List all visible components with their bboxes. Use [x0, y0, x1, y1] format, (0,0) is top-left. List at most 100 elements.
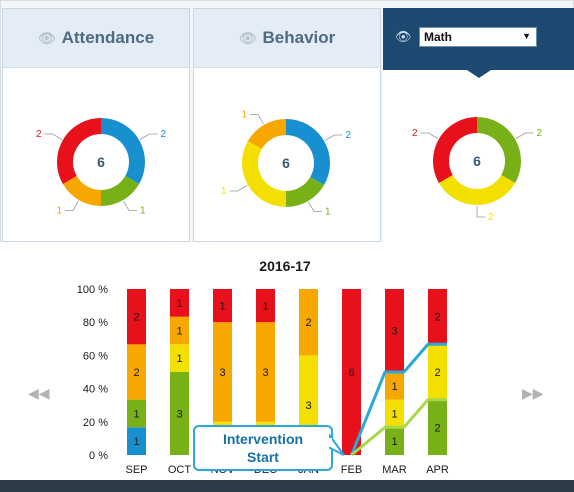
behavior-donut-area: 2 1 1 1 6: [194, 67, 380, 241]
bar-value-label: 1: [176, 298, 182, 310]
donut-label: 1: [140, 205, 146, 216]
attendance-card[interactable]: 👁 Attendance 2 1 1 2 6: [2, 8, 190, 242]
math-card[interactable]: 👁 Math ▼ 2 2 2 6: [383, 8, 574, 242]
donut-label: 1: [325, 206, 331, 217]
donut-segment[interactable]: [433, 117, 478, 183]
behavior-tab[interactable]: 👁 Behavior: [194, 9, 380, 68]
chart-title: 2016-17: [259, 258, 311, 274]
donut-segment[interactable]: [247, 119, 287, 150]
bar-segment[interactable]: [385, 289, 404, 372]
donut-segment[interactable]: [476, 117, 521, 183]
leader-line: [123, 200, 137, 211]
bar-segment[interactable]: [428, 289, 447, 345]
donut-label: 2: [160, 129, 166, 140]
bar-segment[interactable]: [127, 399, 146, 428]
attendance-tab-label: Attendance: [61, 28, 155, 47]
bar-value-label: 1: [391, 409, 397, 421]
subject-select[interactable]: Math ▼: [419, 27, 537, 47]
bar-value-label: 1: [133, 436, 139, 448]
donut-segment[interactable]: [62, 175, 102, 206]
bar-segment[interactable]: [213, 289, 232, 323]
bar-segment[interactable]: [170, 316, 189, 345]
x-tick-label: MAR: [382, 464, 407, 476]
donut-label: 2: [412, 128, 418, 139]
bar-segment[interactable]: [342, 289, 361, 455]
leader-line: [44, 133, 63, 140]
bar-value-label: 1: [176, 353, 182, 365]
leader-line: [65, 200, 79, 211]
trend-line: [350, 342, 447, 456]
donut-total: 6: [97, 154, 105, 170]
donut-label: 1: [221, 186, 227, 197]
attendance-tab[interactable]: 👁 Attendance: [3, 9, 189, 68]
donut-label: 2: [488, 212, 494, 223]
math-tab[interactable]: 👁 Math ▼: [383, 8, 574, 78]
eye-icon: 👁: [238, 29, 257, 46]
donut-segment[interactable]: [438, 174, 516, 205]
donut-label: 2: [36, 129, 42, 140]
x-tick-label: FEB: [341, 464, 362, 476]
callout-text-line1: Intervention: [223, 431, 303, 447]
leader-line: [229, 185, 248, 192]
bar-segment[interactable]: [385, 399, 404, 428]
bar-value-label: 2: [305, 317, 311, 329]
leader-line: [139, 133, 158, 140]
behavior-donut-chart: 2 1 1 1 6: [221, 110, 352, 218]
leader-line: [476, 206, 485, 218]
bar-value-label: 1: [391, 436, 397, 448]
donut-segment[interactable]: [100, 175, 140, 206]
math-donut-chart: 2 2 2 6: [412, 117, 542, 223]
bar-value-label: 1: [176, 326, 182, 338]
donut-segment[interactable]: [100, 118, 145, 184]
behavior-card[interactable]: 👁 Behavior 2 1 1 1 6: [193, 8, 381, 242]
bar-segment[interactable]: [127, 427, 146, 455]
math-donut-area: 2 2 2 6: [383, 66, 574, 242]
bar-segment[interactable]: [170, 344, 189, 372]
bar-segment[interactable]: [299, 289, 318, 356]
y-tick-label: 100 %: [77, 284, 108, 296]
next-arrow-icon[interactable]: ▶▶: [522, 385, 544, 401]
bar-segment[interactable]: [256, 289, 275, 323]
donut-segment[interactable]: [57, 118, 102, 184]
bar-value-label: 1: [133, 409, 139, 421]
bar-value-label: 3: [391, 326, 397, 338]
previous-arrow-icon[interactable]: ◀◀: [28, 385, 50, 401]
donut-label: 2: [536, 128, 542, 139]
donut-segment[interactable]: [285, 176, 325, 207]
bar-segment[interactable]: [127, 289, 146, 345]
leader-line: [250, 114, 264, 125]
bar-segment[interactable]: [385, 372, 404, 400]
bar-segment[interactable]: [428, 399, 447, 455]
donut-segment[interactable]: [285, 119, 330, 185]
x-tick-label: SEP: [125, 464, 147, 476]
behavior-tab-label: Behavior: [262, 28, 336, 47]
bar-value-label: 3: [219, 367, 225, 379]
bar-value-label: 1: [391, 381, 397, 393]
x-tick-label: APR: [426, 464, 449, 476]
subject-select-value: Math: [424, 30, 452, 44]
chart-area: 2016-17 0 % 20 % 40 % 60 % 80 % 100 % 1 1 2 2 SEP 3 1…: [0, 242, 574, 480]
donut-label: 2: [345, 130, 351, 141]
leader-line: [324, 134, 343, 141]
x-tick-label: OCT: [168, 464, 192, 476]
bar-value-label: 2: [133, 367, 139, 379]
bar-value-label: 1: [219, 301, 225, 313]
callout-text-line2: Start: [247, 449, 279, 465]
bar-value-label: 3: [305, 400, 311, 412]
donut-segment[interactable]: [242, 141, 287, 207]
donut-total: 6: [473, 153, 481, 169]
chevron-down-icon[interactable]: ▼: [522, 31, 531, 41]
bar-segment[interactable]: [170, 289, 189, 317]
bar-segment[interactable]: [385, 427, 404, 455]
bar-segment[interactable]: [428, 344, 447, 400]
bar-value-label: 3: [176, 409, 182, 421]
bar-segment[interactable]: [256, 322, 275, 422]
y-tick-label: 80 %: [83, 317, 108, 329]
donut-total: 6: [282, 155, 290, 171]
attendance-donut-chart: 2 1 1 2 6: [36, 118, 166, 216]
y-tick-label: 0 %: [89, 450, 108, 462]
intervention-callout: Intervention Start: [193, 425, 345, 471]
bar-segment[interactable]: [170, 372, 189, 455]
bar-segment[interactable]: [213, 322, 232, 422]
bar-segment[interactable]: [127, 344, 146, 400]
